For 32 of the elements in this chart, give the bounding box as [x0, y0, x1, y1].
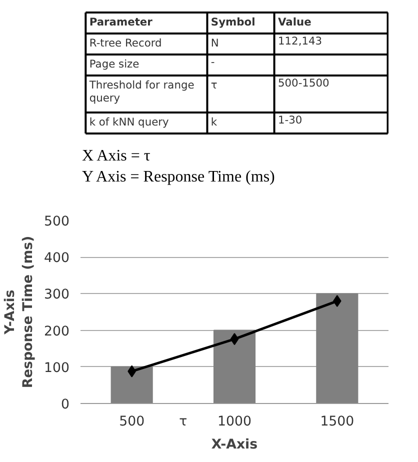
- text: k of kNN query: [89, 116, 169, 128]
- y-tick-label: 100: [44, 360, 70, 376]
- x-tick-label: 1500: [320, 414, 354, 430]
- text: N: [210, 36, 219, 50]
- y-tick-label: 200: [44, 324, 70, 340]
- text: 1-30: [278, 114, 302, 126]
- text: 112,143: [278, 34, 322, 48]
- point: [230, 333, 239, 346]
- y-axis-title: Y-Axis Response Time (ms): [3, 236, 36, 388]
- bar: [316, 293, 358, 404]
- text: 500-1500: [278, 76, 330, 90]
- text: k: [210, 116, 218, 128]
- text: X Axis = τ: [82, 148, 151, 164]
- category-label: Parameter: [89, 16, 154, 28]
- text: Y Axis = Response Time (ms): [82, 168, 275, 186]
- bar: [213, 330, 256, 404]
- text: Threshold for range query: [89, 78, 194, 104]
- text: τ: [179, 414, 188, 430]
- y-tick-label: 0: [61, 398, 70, 412]
- x-tick-label: 1000: [218, 414, 252, 430]
- text: -: [210, 56, 215, 68]
- bar: [110, 366, 153, 404]
- x-axis-title: X-Axis: [211, 438, 258, 452]
- y-tick-label: 300: [44, 288, 70, 303]
- x-tick-label: 500: [119, 414, 145, 430]
- y-tick-label: 400: [44, 251, 70, 266]
- text: τ: [210, 78, 218, 92]
- text: Page size: [89, 58, 140, 70]
- text: R-tree Record: [89, 36, 162, 50]
- category-label: Value: [278, 16, 312, 28]
- category-label: Symbol: [210, 16, 256, 28]
- y-tick-label: 500: [44, 214, 70, 230]
